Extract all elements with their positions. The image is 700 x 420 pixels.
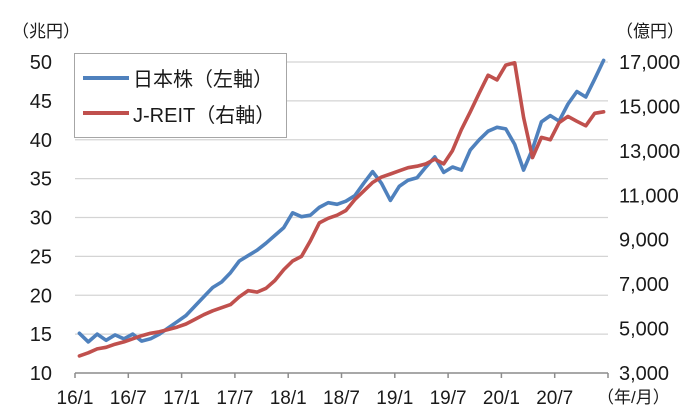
x-axis-tick-label: 16/7 — [110, 388, 147, 409]
right-axis-tick-label: 13,000 — [619, 141, 680, 163]
left-axis-tick-label: 30 — [30, 208, 52, 230]
right-axis-tick-label: 11,000 — [619, 185, 679, 207]
left-axis-tick-label: 10 — [30, 363, 52, 385]
legend-entry-nihon-kabu: 日本株（左軸） — [83, 63, 286, 92]
legend-entry-jreit: J-REIT（右軸） — [83, 99, 286, 128]
right-axis-tick-label: 7,000 — [619, 274, 669, 296]
right-axis-tick-label: 17,000 — [619, 52, 680, 74]
x-axis-tick-label: 20/7 — [536, 388, 573, 409]
x-axis-tick-label: 16/1 — [57, 388, 94, 409]
right-axis-tick-label: 3,000 — [619, 363, 669, 385]
left-axis-tick-label: 35 — [30, 169, 52, 191]
legend-label-jreit: J-REIT（右軸） — [133, 104, 276, 127]
x-axis-tick-label: 17/1 — [163, 388, 200, 409]
x-axis-tick-label: 19/7 — [430, 388, 467, 409]
right-axis-tick-label: 5,000 — [619, 319, 669, 341]
legend-label-nihon-kabu: 日本株（左軸） — [133, 69, 273, 92]
right-axis-tick-label: 9,000 — [619, 230, 669, 252]
x-axis-tick-label: 18/1 — [270, 388, 307, 409]
left-axis-tick-label: 45 — [30, 91, 52, 113]
x-axis-tick-label: 18/7 — [323, 388, 360, 409]
left-axis-tick-label: 50 — [30, 52, 52, 74]
left-axis-tick-label: 15 — [30, 324, 52, 346]
left-axis-tick-label: 25 — [30, 246, 52, 268]
left-axis-tick-label: 20 — [30, 285, 52, 307]
legend: 日本株（左軸） J-REIT（右軸） — [74, 53, 287, 138]
jreit-line-swatch — [83, 111, 129, 116]
nihon-kabu-line-swatch — [83, 75, 129, 80]
left-axis-unit-label: （兆円） — [12, 22, 80, 41]
left-axis-tick-label: 40 — [30, 130, 52, 152]
x-axis-unit-label: （年/月） — [597, 388, 670, 407]
x-axis-tick-label: 17/7 — [216, 388, 253, 409]
x-axis-tick-label: 20/1 — [483, 388, 520, 409]
series-line-jreit — [77, 60, 606, 358]
right-axis-tick-label: 15,000 — [619, 96, 680, 118]
right-axis-unit-label: （億円） — [616, 22, 684, 41]
x-axis-tick-label: 19/1 — [376, 388, 413, 409]
